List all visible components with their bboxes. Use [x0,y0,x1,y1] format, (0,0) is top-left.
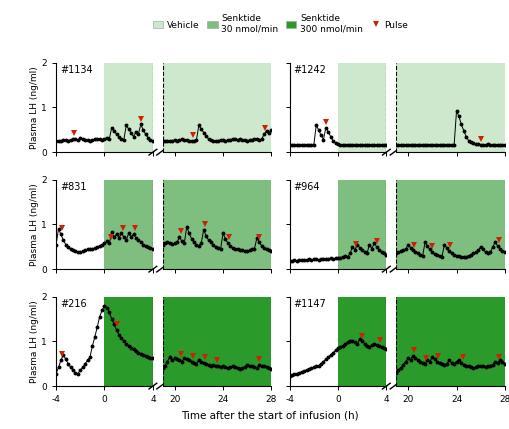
Text: #831: #831 [60,182,87,193]
Text: #1134: #1134 [60,66,93,76]
Y-axis label: Plasma LH (ng/ml): Plasma LH (ng/ml) [30,66,39,149]
Bar [337,297,386,386]
Bar [337,180,386,269]
Bar [395,297,504,386]
Text: #216: #216 [60,299,87,309]
Legend: Vehicle, Senktide
30 nmol/min, Senktide
300 nmol/min, Pulse: Vehicle, Senktide 30 nmol/min, Senktide … [152,14,408,34]
Text: #1242: #1242 [293,66,326,76]
Bar [162,180,271,269]
Bar [104,180,153,269]
Y-axis label: Plasma LH (ng/ml): Plasma LH (ng/ml) [30,183,39,266]
Text: Time after the start of infusion (h): Time after the start of infusion (h) [181,411,358,420]
Text: #964: #964 [293,182,319,193]
Bar [162,63,271,152]
Bar [104,297,153,386]
Y-axis label: Plasma LH (ng/ml): Plasma LH (ng/ml) [30,300,39,383]
Bar [162,297,271,386]
Bar [395,63,504,152]
Bar [395,180,504,269]
Bar [104,63,153,152]
Bar [337,63,386,152]
Text: #1147: #1147 [293,299,326,309]
